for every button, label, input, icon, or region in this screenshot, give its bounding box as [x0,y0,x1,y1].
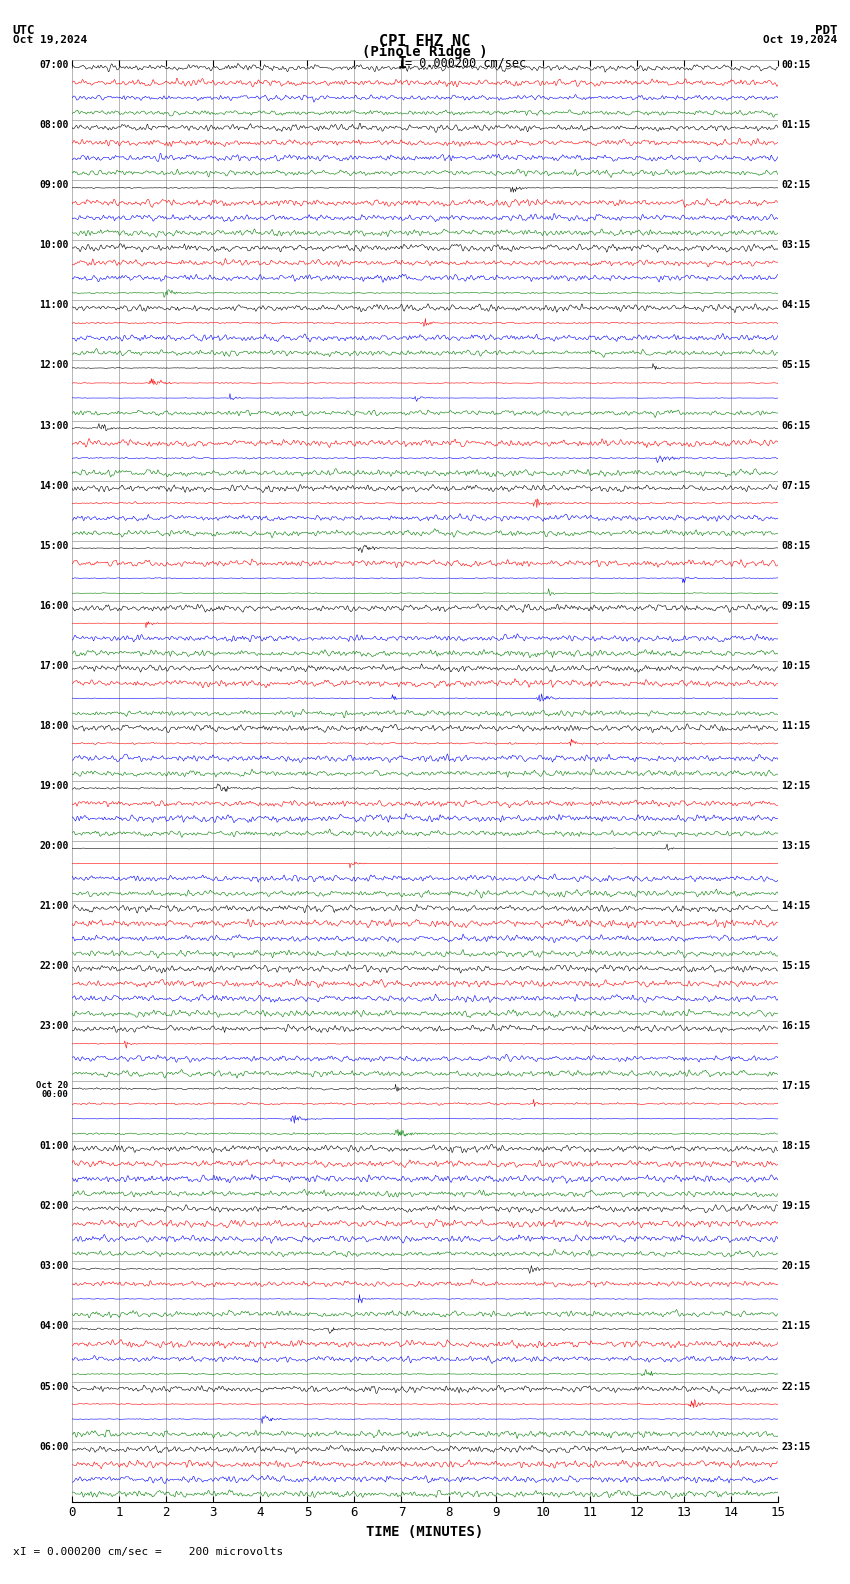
Text: 09:00: 09:00 [39,181,69,190]
Text: 11:15: 11:15 [781,721,811,730]
Text: 07:15: 07:15 [781,480,811,491]
Text: PDT: PDT [815,24,837,36]
Text: 13:15: 13:15 [781,841,811,851]
Text: Oct 19,2024: Oct 19,2024 [13,35,87,44]
Text: 17:00: 17:00 [39,661,69,670]
Text: 19:15: 19:15 [781,1201,811,1212]
Text: 20:00: 20:00 [39,841,69,851]
Text: 08:00: 08:00 [39,120,69,130]
Text: 23:00: 23:00 [39,1022,69,1031]
Text: 16:15: 16:15 [781,1022,811,1031]
Text: x: x [13,1548,20,1557]
Text: 06:15: 06:15 [781,421,811,431]
Text: I: I [398,55,407,71]
Text: 20:15: 20:15 [781,1261,811,1272]
Text: 13:00: 13:00 [39,421,69,431]
Text: 02:15: 02:15 [781,181,811,190]
Text: 19:00: 19:00 [39,781,69,790]
Text: 00:00: 00:00 [42,1090,69,1099]
Text: 12:15: 12:15 [781,781,811,790]
Text: 14:15: 14:15 [781,901,811,911]
Text: (Pinole Ridge ): (Pinole Ridge ) [362,44,488,59]
Text: 04:00: 04:00 [39,1321,69,1332]
Text: 09:15: 09:15 [781,600,811,611]
Text: Oct 19,2024: Oct 19,2024 [763,35,837,44]
Text: 14:00: 14:00 [39,480,69,491]
Text: 04:15: 04:15 [781,301,811,310]
Text: 10:15: 10:15 [781,661,811,670]
Text: 05:00: 05:00 [39,1381,69,1391]
X-axis label: TIME (MINUTES): TIME (MINUTES) [366,1525,484,1540]
Text: 18:15: 18:15 [781,1140,811,1152]
Text: 03:00: 03:00 [39,1261,69,1272]
Text: I = 0.000200 cm/sec =    200 microvolts: I = 0.000200 cm/sec = 200 microvolts [20,1548,284,1557]
Text: 12:00: 12:00 [39,361,69,371]
Text: 21:15: 21:15 [781,1321,811,1332]
Text: 11:00: 11:00 [39,301,69,310]
Text: UTC: UTC [13,24,35,36]
Text: CPI EHZ NC: CPI EHZ NC [379,33,471,49]
Text: = 0.000200 cm/sec: = 0.000200 cm/sec [405,55,525,70]
Text: 21:00: 21:00 [39,901,69,911]
Text: 23:15: 23:15 [781,1441,811,1451]
Text: 08:15: 08:15 [781,540,811,551]
Text: 01:00: 01:00 [39,1140,69,1152]
Text: 07:00: 07:00 [39,60,69,70]
Text: 10:00: 10:00 [39,241,69,250]
Text: 01:15: 01:15 [781,120,811,130]
Text: 18:00: 18:00 [39,721,69,730]
Text: 06:00: 06:00 [39,1441,69,1451]
Text: 02:00: 02:00 [39,1201,69,1212]
Text: 05:15: 05:15 [781,361,811,371]
Text: 03:15: 03:15 [781,241,811,250]
Text: Oct 20: Oct 20 [37,1082,69,1090]
Text: 15:15: 15:15 [781,961,811,971]
Text: 16:00: 16:00 [39,600,69,611]
Text: 15:00: 15:00 [39,540,69,551]
Text: 17:15: 17:15 [781,1082,811,1091]
Text: 22:00: 22:00 [39,961,69,971]
Text: 00:15: 00:15 [781,60,811,70]
Text: 22:15: 22:15 [781,1381,811,1391]
